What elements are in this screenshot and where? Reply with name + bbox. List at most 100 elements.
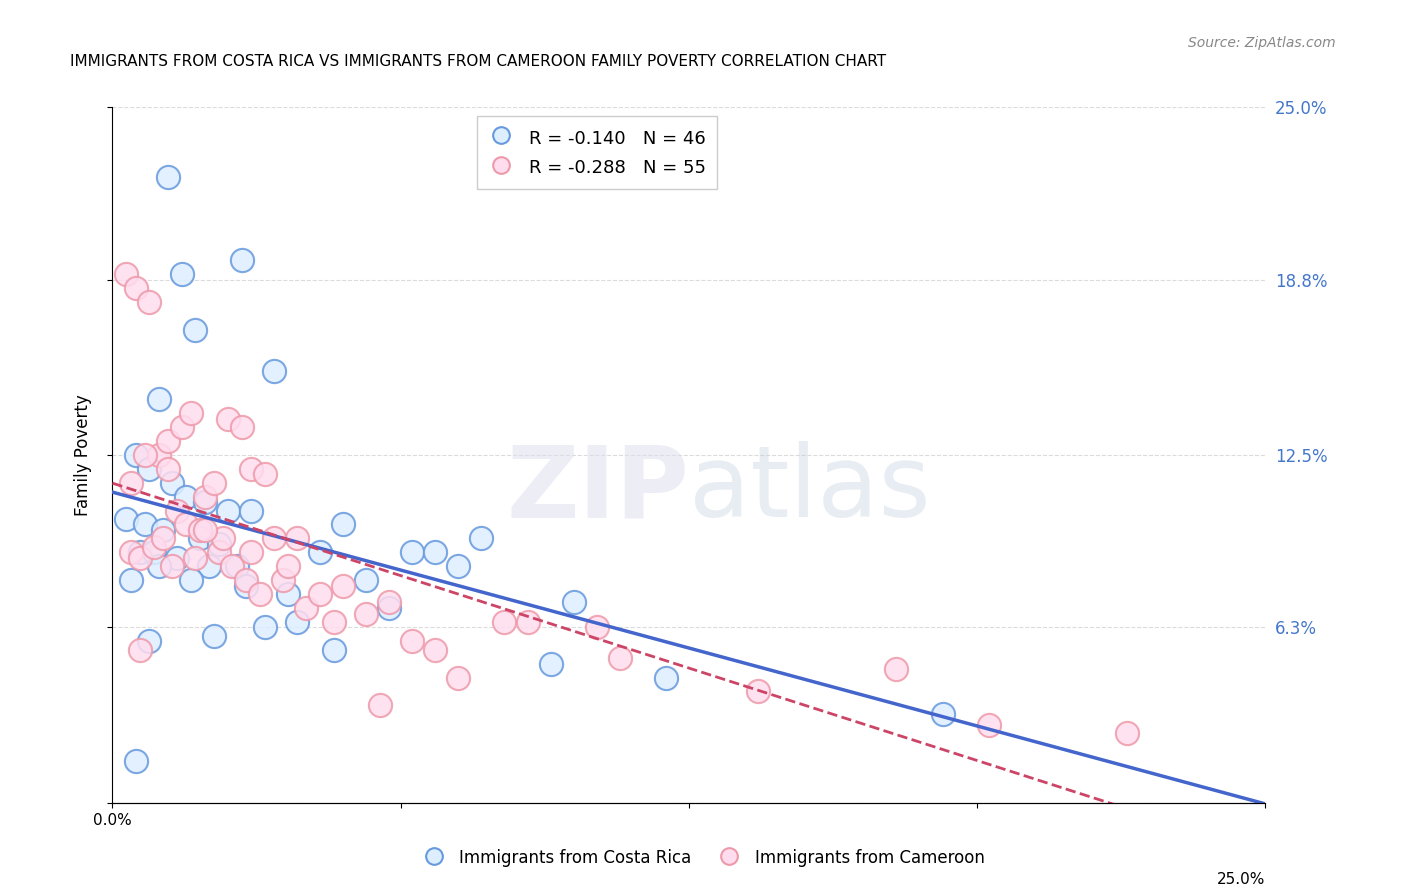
Point — [124, 281, 146, 295]
Point — [309, 587, 332, 601]
Point — [354, 607, 377, 621]
Point — [188, 532, 211, 546]
Point — [129, 545, 152, 559]
Point — [447, 559, 470, 574]
Point — [138, 294, 160, 309]
Legend: R = -0.140   N = 46, R = -0.288   N = 55: R = -0.140 N = 46, R = -0.288 N = 55 — [477, 116, 717, 189]
Point — [378, 601, 401, 615]
Point — [202, 629, 225, 643]
Point — [124, 754, 146, 768]
Point — [120, 545, 142, 559]
Point — [231, 253, 253, 268]
Point — [156, 169, 179, 184]
Point — [217, 503, 239, 517]
Point — [277, 587, 299, 601]
Point — [585, 620, 607, 634]
Point — [120, 573, 142, 587]
Point — [194, 495, 217, 509]
Point — [239, 462, 262, 476]
Point — [124, 448, 146, 462]
Point — [207, 537, 229, 551]
Text: Source: ZipAtlas.com: Source: ZipAtlas.com — [1188, 36, 1336, 50]
Point — [180, 573, 202, 587]
Point — [170, 267, 193, 281]
Point — [235, 573, 257, 587]
Text: 25.0%: 25.0% — [1218, 872, 1265, 888]
Point — [401, 545, 423, 559]
Point — [148, 559, 170, 574]
Point — [540, 657, 562, 671]
Point — [285, 615, 308, 629]
Point — [285, 532, 308, 546]
Y-axis label: Family Poverty: Family Poverty — [73, 394, 91, 516]
Point — [156, 462, 179, 476]
Point — [115, 512, 138, 526]
Point — [207, 545, 229, 559]
Text: atlas: atlas — [689, 442, 931, 538]
Point — [931, 706, 953, 721]
Point — [239, 503, 262, 517]
Legend: Immigrants from Costa Rica, Immigrants from Cameroon: Immigrants from Costa Rica, Immigrants f… — [415, 841, 991, 875]
Point — [166, 503, 188, 517]
Point — [747, 684, 769, 698]
Point — [198, 559, 221, 574]
Point — [212, 532, 235, 546]
Point — [129, 550, 152, 565]
Point — [470, 532, 492, 546]
Point — [609, 651, 631, 665]
Point — [447, 671, 470, 685]
Point — [425, 642, 447, 657]
Point — [322, 642, 344, 657]
Point — [184, 550, 207, 565]
Point — [309, 545, 332, 559]
Point — [239, 545, 262, 559]
Point — [138, 634, 160, 648]
Point — [295, 601, 318, 615]
Point — [202, 475, 225, 490]
Point — [156, 434, 179, 448]
Point — [977, 718, 1000, 732]
Point — [253, 467, 276, 482]
Point — [129, 642, 152, 657]
Point — [170, 420, 193, 434]
Point — [1116, 726, 1139, 740]
Point — [162, 559, 184, 574]
Point — [162, 475, 184, 490]
Point — [138, 462, 160, 476]
Point — [425, 545, 447, 559]
Point — [249, 587, 271, 601]
Point — [271, 573, 294, 587]
Point — [143, 545, 166, 559]
Point — [217, 411, 239, 425]
Point — [332, 517, 354, 532]
Point — [263, 364, 285, 378]
Point — [494, 615, 516, 629]
Point — [235, 579, 257, 593]
Point — [332, 579, 354, 593]
Point — [378, 595, 401, 609]
Point — [148, 392, 170, 407]
Point — [134, 448, 156, 462]
Point — [115, 267, 138, 281]
Point — [166, 550, 188, 565]
Point — [655, 671, 678, 685]
Point — [120, 475, 142, 490]
Text: ZIP: ZIP — [506, 442, 689, 538]
Point — [184, 323, 207, 337]
Point — [180, 406, 202, 420]
Point — [134, 517, 156, 532]
Point — [354, 573, 377, 587]
Text: IMMIGRANTS FROM COSTA RICA VS IMMIGRANTS FROM CAMEROON FAMILY POVERTY CORRELATIO: IMMIGRANTS FROM COSTA RICA VS IMMIGRANTS… — [70, 54, 886, 69]
Point — [226, 559, 249, 574]
Point — [174, 517, 197, 532]
Point — [401, 634, 423, 648]
Point — [886, 662, 908, 676]
Point — [368, 698, 391, 713]
Point — [152, 523, 174, 537]
Point — [253, 620, 276, 634]
Point — [221, 559, 243, 574]
Point — [516, 615, 538, 629]
Point — [194, 490, 217, 504]
Point — [152, 532, 174, 546]
Point — [277, 559, 299, 574]
